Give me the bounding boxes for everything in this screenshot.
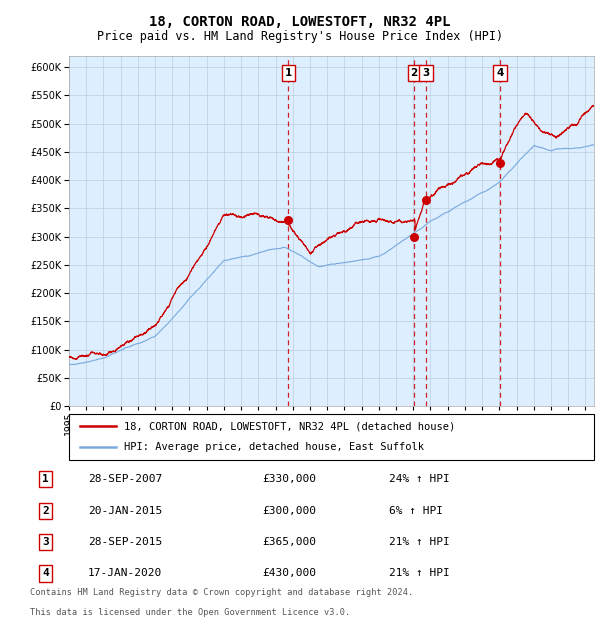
Text: 21% ↑ HPI: 21% ↑ HPI xyxy=(389,537,449,547)
Text: 4: 4 xyxy=(42,569,49,578)
Text: 1: 1 xyxy=(42,474,49,484)
Text: 28-SEP-2007: 28-SEP-2007 xyxy=(88,474,162,484)
Text: 18, CORTON ROAD, LOWESTOFT, NR32 4PL (detached house): 18, CORTON ROAD, LOWESTOFT, NR32 4PL (de… xyxy=(124,421,455,431)
Text: 21% ↑ HPI: 21% ↑ HPI xyxy=(389,569,449,578)
Text: 1: 1 xyxy=(284,68,292,78)
Text: This data is licensed under the Open Government Licence v3.0.: This data is licensed under the Open Gov… xyxy=(30,608,350,618)
Text: 3: 3 xyxy=(422,68,430,78)
Text: Price paid vs. HM Land Registry's House Price Index (HPI): Price paid vs. HM Land Registry's House … xyxy=(97,30,503,43)
Text: 28-SEP-2015: 28-SEP-2015 xyxy=(88,537,162,547)
Text: £430,000: £430,000 xyxy=(262,569,316,578)
Text: 17-JAN-2020: 17-JAN-2020 xyxy=(88,569,162,578)
Text: 3: 3 xyxy=(42,537,49,547)
Text: £300,000: £300,000 xyxy=(262,506,316,516)
Text: 20-JAN-2015: 20-JAN-2015 xyxy=(88,506,162,516)
FancyBboxPatch shape xyxy=(69,414,594,460)
Text: 2: 2 xyxy=(42,506,49,516)
Text: 4: 4 xyxy=(496,68,504,78)
Text: 24% ↑ HPI: 24% ↑ HPI xyxy=(389,474,449,484)
Text: 6% ↑ HPI: 6% ↑ HPI xyxy=(389,506,443,516)
Text: £365,000: £365,000 xyxy=(262,537,316,547)
Text: HPI: Average price, detached house, East Suffolk: HPI: Average price, detached house, East… xyxy=(124,443,424,453)
Text: Contains HM Land Registry data © Crown copyright and database right 2024.: Contains HM Land Registry data © Crown c… xyxy=(30,588,413,597)
Text: £330,000: £330,000 xyxy=(262,474,316,484)
Text: 2: 2 xyxy=(410,68,418,78)
Text: 18, CORTON ROAD, LOWESTOFT, NR32 4PL: 18, CORTON ROAD, LOWESTOFT, NR32 4PL xyxy=(149,16,451,30)
